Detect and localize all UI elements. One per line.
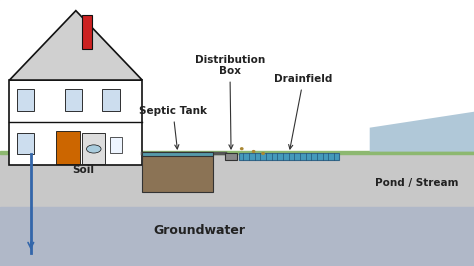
- Bar: [56, 131, 80, 164]
- Text: Septic Tank: Septic Tank: [139, 106, 207, 149]
- Ellipse shape: [252, 150, 255, 153]
- Bar: [0, 0, 474, 154]
- Text: Soil: Soil: [72, 165, 94, 175]
- Bar: [0, 151, 474, 154]
- Polygon shape: [9, 11, 142, 80]
- Bar: [225, 153, 237, 160]
- Bar: [110, 137, 122, 153]
- Text: Groundwater: Groundwater: [153, 224, 245, 237]
- Bar: [82, 15, 92, 49]
- Bar: [9, 80, 142, 165]
- Text: Pond / Stream: Pond / Stream: [375, 178, 459, 188]
- Bar: [142, 154, 213, 192]
- Bar: [239, 153, 339, 160]
- Bar: [82, 133, 105, 164]
- Text: Distribution
Box: Distribution Box: [195, 55, 265, 149]
- Polygon shape: [370, 112, 474, 152]
- Ellipse shape: [240, 147, 244, 150]
- Bar: [142, 152, 213, 156]
- Text: Drainfield: Drainfield: [274, 74, 333, 149]
- Bar: [0, 154, 474, 266]
- Bar: [17, 89, 34, 111]
- Ellipse shape: [261, 152, 265, 155]
- Bar: [17, 132, 34, 154]
- Bar: [102, 89, 119, 111]
- Bar: [0, 207, 474, 266]
- Bar: [65, 89, 82, 111]
- Circle shape: [86, 145, 101, 153]
